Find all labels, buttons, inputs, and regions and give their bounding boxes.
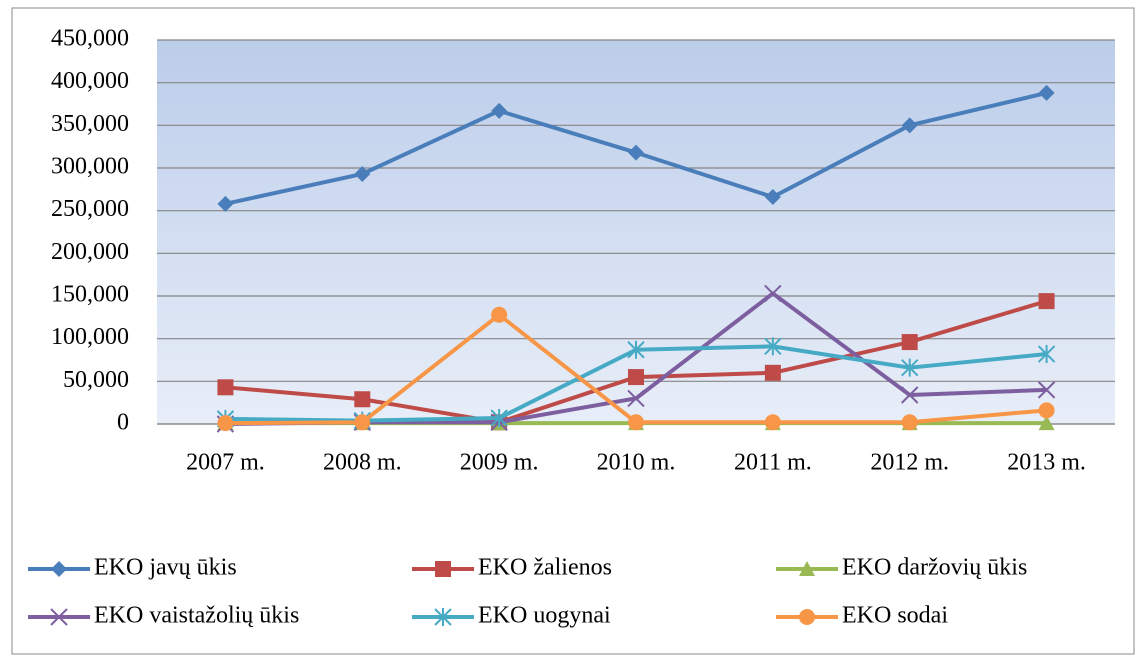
marker [1038, 415, 1055, 431]
marker [628, 144, 644, 161]
x-tick-label: 2008 m. [323, 450, 402, 476]
legend-label: EKO sodai [842, 603, 948, 629]
marker [627, 389, 645, 408]
marker [627, 340, 645, 359]
marker [1037, 381, 1056, 399]
legend-label: EKO žalienos [478, 555, 612, 581]
marker [764, 284, 782, 303]
marker [354, 414, 371, 431]
legend-label: EKO javų ūkis [94, 555, 237, 581]
marker [217, 415, 234, 432]
plot-area [157, 40, 1115, 424]
marker [799, 561, 815, 576]
marker [901, 358, 919, 377]
legend-label: EKO vaistažolių ūkis [94, 603, 299, 629]
marker [764, 337, 782, 356]
marker [354, 391, 371, 408]
marker [434, 608, 452, 626]
y-tick-label: 400,000 [51, 68, 129, 94]
marker [217, 195, 234, 212]
y-tick-label: 150,000 [51, 282, 129, 308]
y-tick-label: 250,000 [51, 196, 129, 222]
marker [1037, 345, 1056, 364]
marker [217, 379, 234, 396]
marker [354, 165, 371, 182]
marker [901, 386, 919, 404]
marker [1038, 402, 1055, 419]
marker [51, 561, 67, 577]
y-tick-label: 50,000 [63, 367, 129, 393]
marker [764, 414, 781, 431]
legend-label: EKO uogynai [478, 603, 611, 629]
marker [50, 608, 68, 626]
legend-label: EKO daržovių ūkis [842, 555, 1027, 581]
y-tick-label: 300,000 [51, 154, 129, 180]
x-tick-label: 2009 m. [460, 450, 539, 476]
y-tick-label: 350,000 [51, 111, 129, 137]
marker [1038, 293, 1055, 310]
marker [764, 364, 781, 381]
marker [901, 334, 918, 351]
y-tick-label: 100,000 [51, 324, 129, 350]
x-tick-label: 2012 m. [870, 450, 949, 476]
marker [901, 117, 918, 134]
y-tick-label: 200,000 [51, 239, 129, 265]
marker [764, 189, 781, 206]
x-tick-label: 2007 m. [186, 450, 265, 476]
x-tick-label: 2013 m. [1007, 450, 1086, 476]
x-tick-label: 2011 m. [734, 450, 812, 476]
marker [901, 414, 918, 431]
y-tick-label: 450,000 [51, 26, 129, 52]
marker [628, 369, 644, 386]
marker [491, 306, 508, 323]
marker [435, 561, 451, 577]
marker [490, 409, 508, 428]
marker [799, 609, 815, 625]
x-tick-label: 2010 m. [597, 450, 676, 476]
marker [628, 414, 644, 431]
marker [1038, 84, 1055, 101]
marker [491, 102, 508, 119]
y-tick-label: 0 [117, 410, 129, 436]
